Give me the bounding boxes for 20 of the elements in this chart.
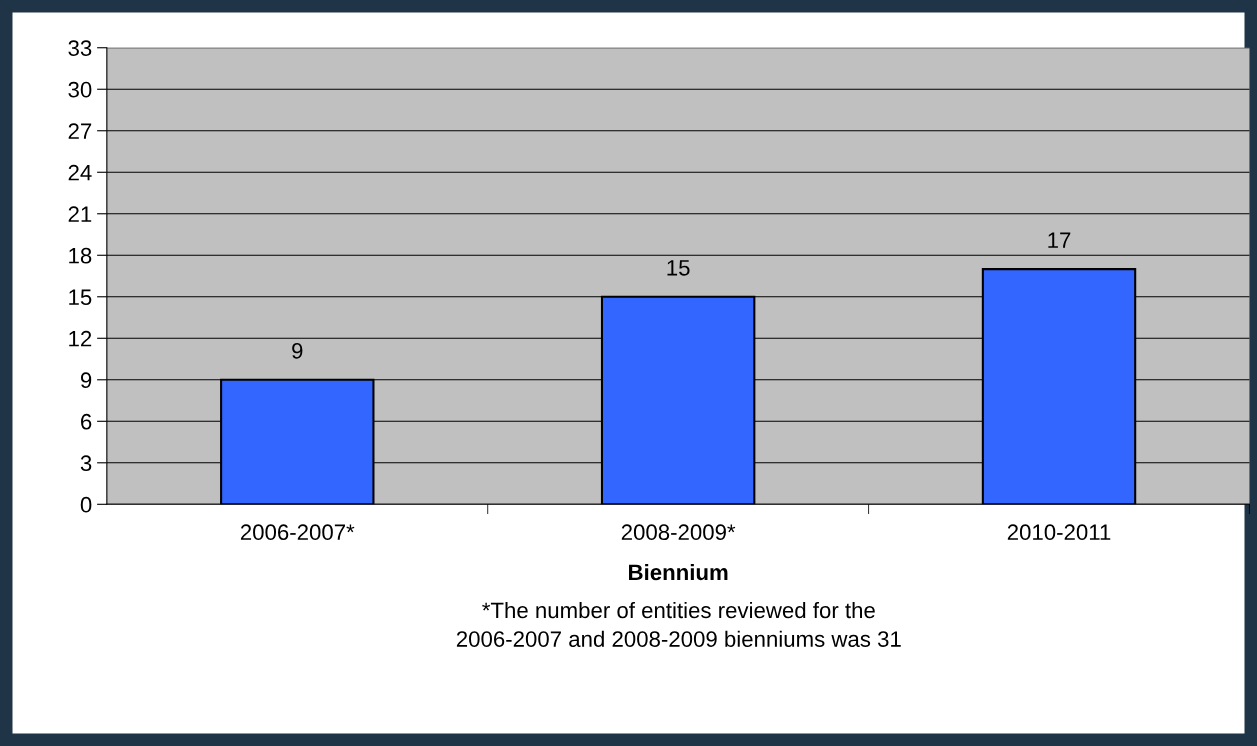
y-tick-label: 12 [69,330,92,347]
y-tick-label: 6 [81,413,92,430]
data-label: 17 [1048,232,1071,248]
y-tick-label: 3 [80,455,92,472]
y-tick-label: 33 [68,40,92,57]
data-label: 15 [667,260,690,276]
y-tick-label: 30 [68,81,92,98]
text: *The number of entities reviewed for the 2006-2007 and 2008-2009 bienniums was 31 [456,601,901,647]
x-tick-label: 2010-2011 [1007,524,1111,541]
data-label: 9 [292,342,303,359]
y-tick-label: 27 [68,123,92,139]
x-tick-label: 2006-2007* [240,524,355,541]
y-tick-label: 0 [80,496,92,513]
y-tick-label: 9 [80,372,92,389]
x-axis-title: Biennium [629,563,728,581]
x-tick-label: 2008-2009* [621,524,736,541]
y-tick-label: 15 [69,289,92,306]
y-tick-label: 21 [68,206,92,222]
y-tick-label: 18 [69,247,92,264]
y-tick-label: 24 [68,164,92,181]
